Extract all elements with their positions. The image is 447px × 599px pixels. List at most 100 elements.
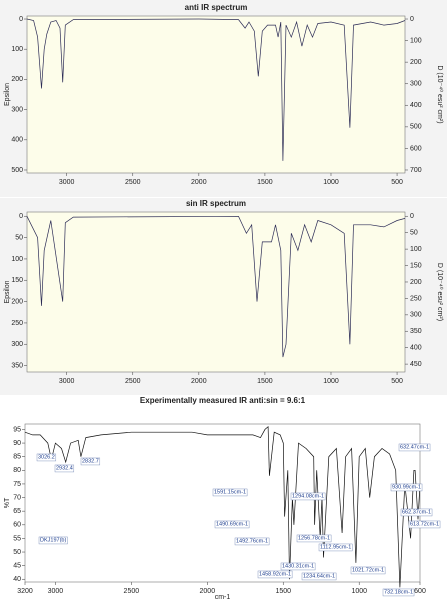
y-tick-label: 0 bbox=[19, 16, 23, 23]
annotation: DKJ197(b) bbox=[40, 537, 66, 543]
y-tick-label: 150 bbox=[11, 277, 23, 284]
y-tick-label: 70 bbox=[13, 494, 21, 501]
y-tick-label: 100 bbox=[11, 46, 23, 53]
annotation-box bbox=[382, 588, 415, 597]
spectrum-line bbox=[26, 18, 406, 161]
annotation-box bbox=[296, 534, 332, 543]
x-tick-label: 600 bbox=[414, 588, 426, 595]
annotation-box bbox=[257, 570, 293, 579]
y2-tick-label: 0 bbox=[410, 213, 414, 220]
x-tick-label: 2000 bbox=[191, 179, 207, 186]
annotation-box bbox=[280, 562, 316, 571]
y-tick-label: 100 bbox=[11, 256, 23, 263]
annotation: 1112.95cm-1 bbox=[320, 544, 351, 550]
annotation-box bbox=[36, 453, 57, 462]
y2-tick-label: 350 bbox=[410, 328, 422, 335]
y-tick-label: 45 bbox=[13, 562, 21, 569]
annotation: 1492.76cm-1 bbox=[236, 538, 268, 544]
x-tick-label: 1000 bbox=[323, 179, 339, 186]
chart-title: anti IR spectrum bbox=[185, 3, 248, 12]
annotation-box bbox=[80, 457, 101, 466]
y-tick-label: 350 bbox=[11, 362, 23, 369]
x-tick-label: 3000 bbox=[48, 588, 64, 595]
y2-tick-label: 450 bbox=[410, 361, 422, 368]
annotation: 1458.92cm-1 bbox=[259, 571, 291, 577]
y2-tick-label: 500 bbox=[410, 124, 422, 131]
x-axis-label: cm-1 bbox=[215, 594, 231, 599]
plot-area bbox=[26, 15, 406, 174]
y-tick-label: 250 bbox=[11, 320, 23, 327]
annotation-box bbox=[54, 464, 75, 473]
y-axis-label: Epsilon bbox=[4, 280, 11, 303]
y2-tick-label: 100 bbox=[410, 37, 422, 44]
annotation-box bbox=[301, 572, 337, 581]
annotation-box bbox=[398, 443, 431, 452]
y2-tick-label: 400 bbox=[410, 102, 422, 109]
y2-tick-label: 250 bbox=[410, 295, 422, 302]
annotation-box bbox=[234, 537, 270, 546]
x-tick-label: 1500 bbox=[275, 588, 291, 595]
y-tick-label: 0 bbox=[19, 213, 23, 220]
annotation-box bbox=[38, 536, 68, 545]
annotation: 613.72cm-1 bbox=[410, 521, 439, 527]
y-tick-label: 85 bbox=[13, 454, 21, 461]
y2-tick-label: 50 bbox=[410, 230, 418, 237]
x-tick-label: 1500 bbox=[257, 179, 273, 186]
annotation: 1430.31cm-1 bbox=[282, 563, 314, 569]
y-tick-label: 50 bbox=[13, 549, 21, 556]
annotation: 1256.78cm-1 bbox=[298, 535, 330, 541]
x-tick-label: 1500 bbox=[257, 378, 273, 385]
annotation: 1490.69cm-1 bbox=[216, 521, 248, 527]
x-tick-label: 2500 bbox=[125, 378, 141, 385]
spectrum-line bbox=[26, 215, 406, 358]
x-tick-label: 3200 bbox=[17, 588, 33, 595]
annotation-box bbox=[390, 483, 423, 492]
y-tick-label: 40 bbox=[13, 576, 21, 583]
y2-tick-label: 200 bbox=[410, 59, 422, 66]
y-tick-label: 75 bbox=[13, 481, 21, 488]
annotation: 2932.4 bbox=[56, 465, 73, 471]
y2-tick-label: 300 bbox=[410, 312, 422, 319]
annotation-box bbox=[290, 492, 326, 501]
x-tick-label: 500 bbox=[391, 179, 403, 186]
y-tick-label: 200 bbox=[11, 76, 23, 83]
x-tick-label: 1000 bbox=[351, 588, 367, 595]
y2-axis-label: D (10⁻⁴⁰ esu² cm²) bbox=[436, 263, 444, 321]
y-tick-label: 90 bbox=[13, 440, 21, 447]
y-axis-label: Epsilon bbox=[4, 83, 11, 106]
annotation: 1591.15cm-1 bbox=[214, 489, 246, 495]
x-tick-label: 3000 bbox=[59, 378, 75, 385]
annotation-box bbox=[214, 520, 250, 529]
y-tick-label: 80 bbox=[13, 467, 21, 474]
y2-tick-label: 0 bbox=[410, 16, 414, 23]
x-tick-label: 2500 bbox=[124, 588, 140, 595]
y2-tick-label: 200 bbox=[410, 279, 422, 286]
y2-tick-label: 700 bbox=[410, 167, 422, 174]
x-tick-label: 2000 bbox=[200, 588, 216, 595]
annotation: 2832.7 bbox=[82, 458, 99, 464]
chart-title: sin IR spectrum bbox=[186, 199, 246, 208]
y-tick-label: 500 bbox=[11, 167, 23, 174]
y-tick-label: 55 bbox=[13, 535, 21, 542]
annotation-box bbox=[212, 488, 248, 497]
annotation: 632.47cm-1 bbox=[400, 444, 429, 450]
x-tick-label: 3000 bbox=[59, 179, 75, 186]
y-tick-label: 200 bbox=[11, 298, 23, 305]
y-tick-label: 50 bbox=[15, 234, 23, 241]
y-axis-label: %T bbox=[4, 497, 11, 508]
y2-tick-label: 400 bbox=[410, 345, 422, 352]
x-tick-label: 500 bbox=[391, 378, 403, 385]
y2-tick-label: 150 bbox=[410, 262, 422, 269]
y-tick-label: 65 bbox=[13, 508, 21, 515]
y2-axis-label: D (10⁻⁴⁰ esu² cm²) bbox=[436, 65, 444, 123]
y-tick-label: 400 bbox=[11, 137, 23, 144]
plot-area bbox=[24, 423, 421, 583]
annotation: 1021.72cm-1 bbox=[352, 567, 384, 573]
x-tick-label: 2500 bbox=[125, 179, 141, 186]
annotation: 930.99cm-1 bbox=[392, 484, 421, 490]
y2-tick-label: 300 bbox=[410, 81, 422, 88]
y2-tick-label: 100 bbox=[410, 246, 422, 253]
annotation: 1294.08cm-1 bbox=[292, 493, 324, 499]
plot-area bbox=[26, 211, 406, 373]
